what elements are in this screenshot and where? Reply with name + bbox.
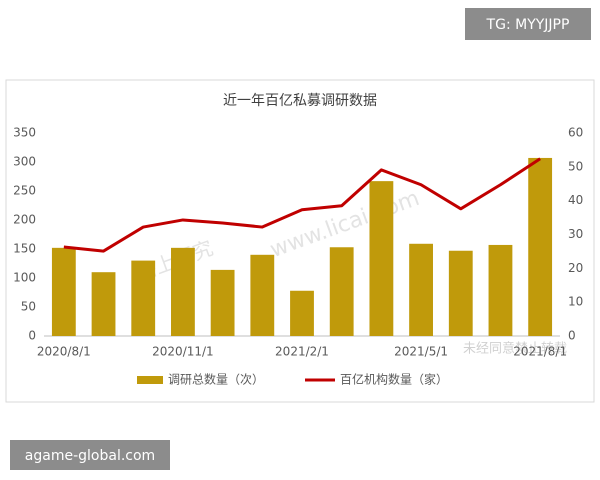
tag: TG: MYYJJPP (486, 17, 570, 33)
y-tick-label: 0 (28, 329, 36, 343)
watermark: 未经同意禁止转载 (463, 341, 567, 357)
y2-tick-label: 0 (568, 329, 576, 343)
bar (91, 272, 116, 336)
bar (488, 244, 513, 336)
y2-tick-label: 60 (568, 126, 583, 140)
legend-label: 调研总数量（次） (168, 372, 264, 387)
bar (290, 290, 314, 336)
bar (528, 157, 553, 336)
line (63, 157, 541, 253)
chart-title: 近一年百亿私募调研数据 (223, 93, 377, 109)
y2-tick-label: 50 (568, 159, 583, 173)
y-tick-label: 250 (13, 184, 36, 198)
bar (329, 247, 354, 336)
x-tick-label: 2020/8/1 (37, 345, 91, 359)
x-tick-label: 2021/2/1 (275, 345, 329, 359)
bar (409, 243, 433, 336)
tag-box (465, 8, 591, 40)
bar (448, 250, 473, 336)
bar (250, 254, 275, 336)
y-tick-label: 100 (13, 271, 36, 285)
y2-tick-label: 30 (568, 227, 583, 241)
x-tick-label: 2021/8/1 (513, 345, 567, 359)
bar (171, 247, 195, 336)
bar (51, 247, 76, 336)
y-tick-label: 300 (13, 155, 36, 169)
bar (210, 269, 235, 336)
y2-tick-label: 40 (568, 193, 583, 207)
y-tick-label: 150 (13, 242, 36, 256)
footer-box (10, 440, 170, 470)
chart-frame (5, 79, 595, 403)
footer: agame-global.com (25, 448, 155, 464)
legend-label: 百亿机构数量（家） (340, 372, 448, 387)
legend-swatch (137, 376, 163, 384)
y2-tick-label: 20 (568, 261, 583, 275)
bar (131, 260, 156, 336)
bar (369, 181, 394, 336)
y-tick-label: 50 (21, 300, 36, 314)
y-tick-label: 350 (13, 126, 36, 140)
x-tick-label: 2020/11/1 (152, 345, 214, 359)
x-tick-label: 2021/5/1 (394, 345, 448, 359)
y-tick-label: 200 (13, 213, 36, 227)
y2-tick-label: 10 (568, 295, 583, 309)
